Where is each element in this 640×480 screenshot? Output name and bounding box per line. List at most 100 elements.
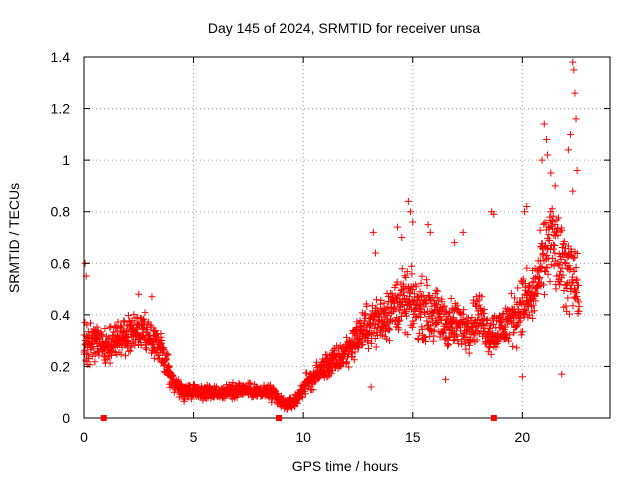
data-point	[572, 277, 580, 285]
data-point	[407, 208, 415, 216]
data-point	[505, 337, 513, 345]
data-point	[569, 302, 577, 310]
data-point	[410, 320, 418, 328]
data-point	[323, 373, 331, 381]
x-axis-label: GPS time / hours	[292, 458, 399, 474]
data-point	[118, 343, 126, 351]
data-point	[137, 341, 145, 349]
data-point	[350, 356, 358, 364]
data-point	[536, 226, 544, 234]
data-point	[403, 312, 411, 320]
data-point	[532, 297, 540, 305]
data-point	[408, 262, 416, 270]
data-point	[565, 262, 573, 270]
data-point	[518, 373, 526, 381]
data-point	[375, 311, 383, 319]
data-point	[152, 327, 160, 335]
data-point	[517, 331, 525, 339]
data-point	[447, 294, 455, 302]
data-point	[557, 267, 565, 275]
data-point	[518, 278, 526, 286]
data-point	[121, 352, 129, 360]
data-point	[540, 219, 548, 227]
data-point	[511, 294, 519, 302]
x-axis-marker	[100, 415, 107, 421]
data-point	[518, 294, 526, 302]
data-point	[450, 314, 458, 322]
data-point	[160, 345, 168, 353]
data-point	[575, 303, 583, 311]
data-point	[417, 279, 425, 287]
y-tick-label: 0	[62, 410, 70, 426]
data-point	[478, 293, 486, 301]
data-point	[416, 288, 424, 296]
data-point	[528, 278, 536, 286]
data-point	[427, 322, 435, 330]
data-point	[309, 386, 317, 394]
data-point	[131, 341, 139, 349]
data-point	[446, 333, 454, 341]
data-point	[521, 279, 529, 287]
data-point	[163, 350, 171, 358]
data-point	[534, 290, 542, 298]
data-point	[91, 358, 99, 366]
data-point	[494, 338, 502, 346]
data-point	[492, 343, 500, 351]
data-point	[139, 316, 147, 324]
data-point	[246, 379, 254, 387]
data-point	[551, 220, 559, 228]
data-point	[393, 278, 401, 286]
data-point	[135, 290, 143, 298]
data-point	[148, 293, 156, 301]
data-point	[87, 319, 95, 327]
data-point	[529, 314, 537, 322]
data-point	[371, 249, 379, 257]
chart-title: Day 145 of 2024, SRMTID for receiver uns…	[208, 20, 481, 36]
data-point	[475, 301, 483, 309]
data-point	[380, 299, 388, 307]
data-point	[557, 255, 565, 263]
data-point	[573, 275, 581, 283]
data-point	[409, 218, 417, 226]
data-point	[557, 278, 565, 286]
data-point	[487, 350, 495, 358]
data-point	[86, 361, 94, 369]
data-point	[398, 234, 406, 241]
data-point	[513, 344, 521, 352]
data-point	[569, 58, 577, 66]
x-tick-label: 15	[405, 429, 421, 445]
data-point	[439, 303, 447, 311]
data-point	[525, 283, 533, 291]
data-point	[507, 289, 515, 297]
data-point	[373, 329, 381, 337]
data-point	[465, 349, 473, 357]
data-point	[154, 330, 162, 338]
data-point	[483, 316, 491, 324]
data-point	[404, 197, 412, 205]
data-point	[101, 325, 109, 333]
data-point	[485, 328, 493, 336]
data-point	[154, 355, 162, 363]
data-point	[392, 281, 400, 289]
data-point	[442, 334, 450, 342]
data-point	[364, 338, 372, 346]
data-point	[428, 312, 436, 320]
data-point	[126, 347, 134, 355]
data-point	[395, 326, 403, 334]
data-point	[142, 345, 150, 353]
data-point	[404, 331, 412, 339]
data-point	[408, 323, 416, 331]
data-point	[105, 334, 113, 342]
data-point	[556, 281, 564, 289]
x-axis-marker	[276, 415, 283, 421]
data-point	[572, 263, 580, 271]
data-point	[540, 281, 548, 289]
data-point	[367, 383, 375, 391]
data-point	[570, 267, 578, 275]
data-point	[106, 359, 114, 367]
x-tick-label: 0	[80, 429, 88, 445]
data-point	[570, 66, 578, 74]
data-points-layer	[80, 58, 583, 413]
data-point	[534, 278, 542, 286]
